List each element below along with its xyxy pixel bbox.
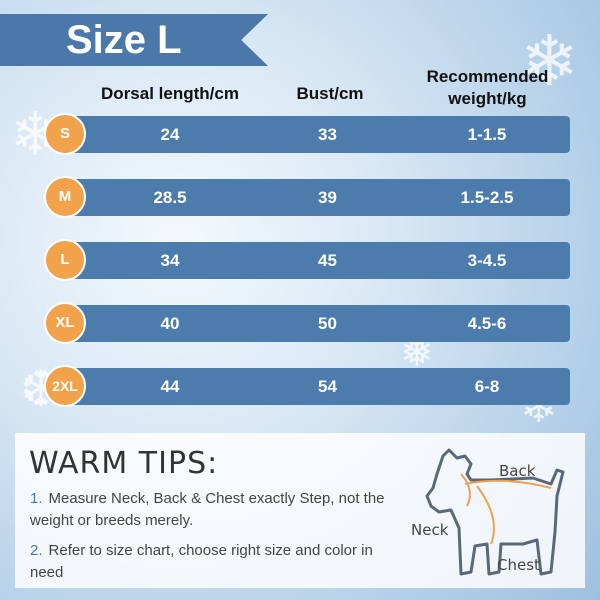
tip-text: Measure Neck, Back & Chest exactly Step,… [30,490,385,529]
dorsal-cell: 44 [160,377,180,396]
weight-cell: 3-4.5 [467,251,507,270]
warm-tips-title: WARM TIPS: [29,446,219,481]
header-dorsal-length: Dorsal length/cm [101,84,239,103]
bust-cell: 54 [318,377,337,396]
table-row: 34 45 3-4.5 [62,242,570,279]
weight-cell: 1.5-2.5 [460,188,514,207]
weight-cell: 1-1.5 [467,125,507,144]
snowflake-icon: ❄ [520,20,579,102]
tip-item: 2. Refer to size chart, choose right size… [30,540,385,584]
weight-cell: 6-8 [474,377,500,396]
bust-cell: 39 [318,188,337,207]
neck-measure-line [460,473,471,507]
table-row: 40 50 4.5-6 [62,305,570,342]
chest-label: Chest [497,556,540,574]
size-badge: M [44,176,86,218]
neck-label: Neck [411,521,449,539]
title-banner [0,14,268,66]
tip-number: 1. [30,490,43,507]
tip-item: 1. Measure Neck, Back & Chest exactly Ste… [30,488,385,532]
header-weight-line1: Recommended [426,67,549,86]
dorsal-cell: 40 [160,314,180,333]
dorsal-cell: 24 [160,125,180,144]
size-badge: S [44,113,86,155]
tip-text: Refer to size chart, choose right size a… [30,542,373,581]
weight-cell: 4.5-6 [467,314,507,333]
header-weight-line2: weight/kg [448,89,527,108]
table-row: 28.5 39 1.5-2.5 [62,179,570,216]
dog-outline [425,448,565,576]
bust-cell: 45 [318,251,337,270]
size-badge: L [44,239,86,281]
bust-cell: 50 [318,314,337,333]
bust-cell: 33 [318,125,337,144]
table-row: 24 33 1-1.5 [62,116,570,153]
tip-number: 2. [30,542,43,559]
dorsal-cell: 28.5 [153,188,187,207]
page-title: Size L [66,18,182,62]
back-measure-line [464,479,552,489]
size-badge: XL [44,302,86,344]
size-badge: 2XL [44,365,86,407]
dog-measurement-diagram: Back Neck Chest [411,448,565,576]
chest-measure-line [476,485,495,545]
table-row: 44 54 6-8 [62,368,570,405]
dorsal-cell: 34 [160,251,180,270]
header-weight: Recommended weight/kg [400,66,575,110]
back-label: Back [499,462,536,480]
header-bust: Bust/cm [296,84,364,103]
